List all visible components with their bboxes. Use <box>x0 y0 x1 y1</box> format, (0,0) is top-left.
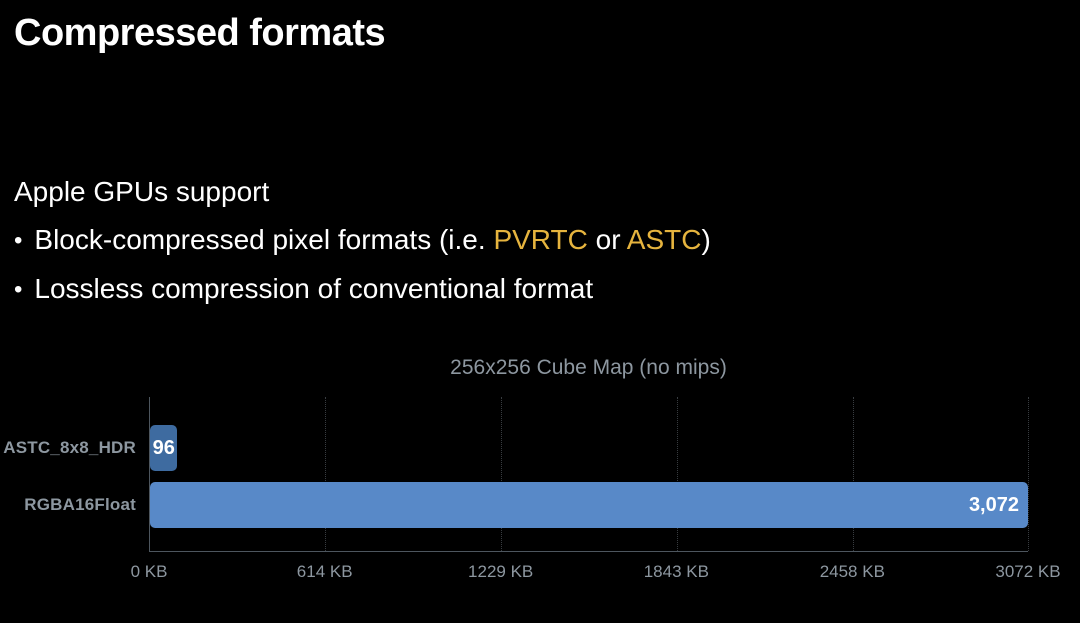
chart-title: 256x256 Cube Map (no mips) <box>450 356 727 379</box>
bullet-text: ) <box>701 224 711 255</box>
gridline <box>501 397 503 551</box>
bar-astc_8x8_hdr: 96 <box>150 425 178 471</box>
bullet-text: or <box>587 224 627 255</box>
bar-value-label: 96 <box>152 436 175 459</box>
gridline <box>852 397 854 551</box>
category-label: ASTC_8x8_HDR <box>3 438 136 457</box>
chart-plot: ASTC_8x8_HDR 96 RGBA16Float 3,072 <box>3 397 1029 552</box>
bar-rgba16float: 3,072 <box>150 482 1028 528</box>
bullet-item: • Block-compressed pixel formats (i.e. PV… <box>14 216 711 265</box>
highlight-term: PVRTC <box>493 224 588 255</box>
x-tick-label: 1843 KB <box>643 562 709 581</box>
bullet-text: Block-compressed pixel formats (i.e. <box>34 224 494 255</box>
bar-row: ASTC_8x8_HDR 96 <box>3 425 1028 471</box>
highlight-term: ASTC <box>626 224 702 255</box>
bar-value-label: 3,072 <box>968 493 1019 516</box>
intro-text: Apple GPUs support <box>14 176 270 207</box>
x-tick-label: 3072 KB <box>995 562 1061 581</box>
x-tick-label: 0 KB <box>130 562 168 581</box>
chart-rows: ASTC_8x8_HDR 96 RGBA16Float 3,072 <box>3 397 1028 551</box>
category-label: RGBA16Float <box>24 495 136 514</box>
x-tick-label: 2458 KB <box>819 562 885 581</box>
gridline <box>325 397 327 551</box>
x-tick-label: 1229 KB <box>468 562 534 581</box>
bullet-item: • Lossless compression of conventional fo… <box>14 265 711 314</box>
gridline <box>676 397 678 551</box>
bullet-text: Lossless compression of conventional for… <box>34 273 594 304</box>
bullet-marker: • <box>14 227 23 254</box>
bullet-list: • Block-compressed pixel formats (i.e. PV… <box>14 216 711 314</box>
x-axis-ticks: 0 KB 614 KB 1229 KB 1843 KB 2458 KB 3072 KB <box>131 562 1061 586</box>
page-title: Compressed formats <box>14 12 386 54</box>
bar-row: RGBA16Float 3,072 <box>24 482 1028 528</box>
bullet-marker: • <box>14 276 23 303</box>
gridline <box>1028 397 1029 551</box>
x-tick-label: 614 KB <box>296 562 353 581</box>
